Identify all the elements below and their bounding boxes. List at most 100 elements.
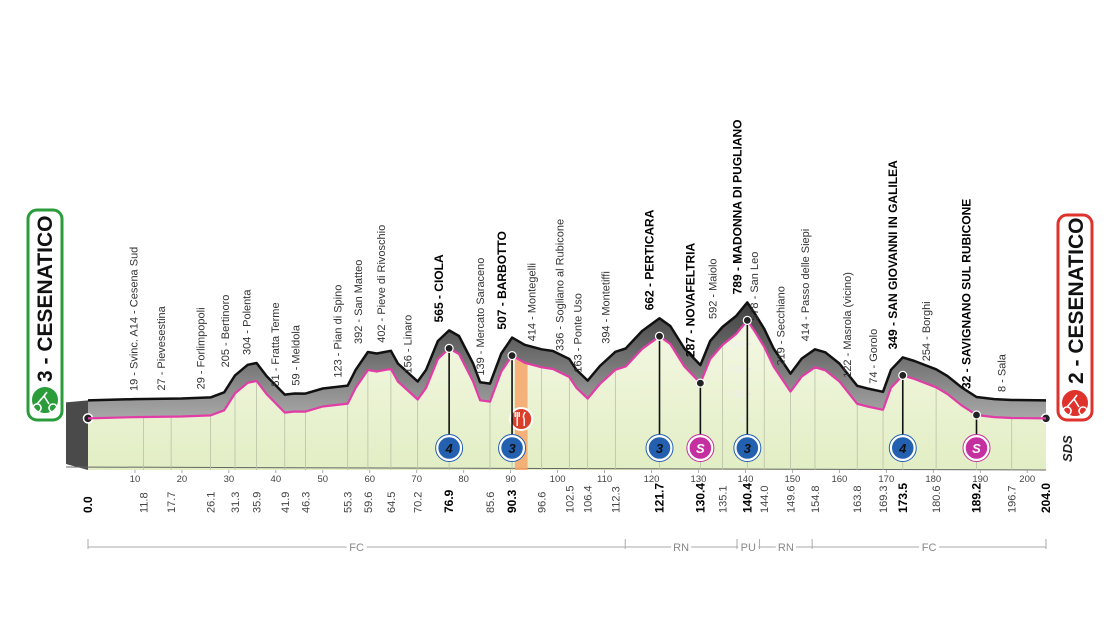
distance-label: 154.8 — [810, 485, 822, 513]
sprint-point — [971, 410, 982, 420]
waypoint-label: 662 - PERTICARA — [643, 209, 657, 310]
finish-distance-label: 204.0 — [1039, 483, 1053, 513]
waypoint-label: 304 - Polenta — [242, 289, 254, 355]
km-tick-label: 170 — [878, 474, 894, 485]
waypoint-label: 392 - San Matteo — [353, 260, 365, 344]
waypoint-label: 29 - Forlimpopoli — [196, 307, 208, 389]
km-tick-label: 180 — [925, 474, 941, 485]
waypoint-label: 156 - Linaro — [403, 315, 415, 374]
start-distance-label: 0.0 — [81, 496, 95, 513]
finish-icon — [1060, 388, 1090, 418]
distance-label: 46.3 — [300, 492, 312, 513]
climb-label: 3 — [744, 441, 752, 456]
road-label: RN — [778, 542, 794, 554]
sprint-label: S — [696, 441, 705, 456]
distance-label: 26.1 — [206, 492, 218, 513]
sprint-badge-ring — [962, 434, 991, 462]
waypoint-label: 789 - MADONNA DI PUGLIANO — [730, 119, 744, 294]
distance-label: 173.5 — [896, 483, 910, 513]
waypoint-label: 19 - Svinc. A14 - Cesena Sud — [128, 247, 140, 391]
km-tick-label: 120 — [644, 474, 660, 485]
profile-ridge — [87, 301, 1047, 402]
start-badge-frame — [26, 208, 64, 422]
km-tick-label: 40 — [271, 474, 282, 485]
profile-wall — [66, 400, 88, 470]
waypoint-label: 205 - Bertinoro — [220, 295, 232, 368]
waypoint-label: 123 - Pian di Spino — [333, 285, 345, 378]
waypoint-label: 336 - Sogliano al Rubicone — [554, 219, 566, 351]
waypoint-label: 592 - Maiolo — [707, 258, 719, 319]
waypoint-label: 349 - SAN GIOVANNI IN GALILEA — [886, 160, 900, 349]
waypoint-label: 8 - Sala — [997, 353, 1009, 392]
distance-label: 41.9 — [280, 492, 292, 513]
sprint-badge — [687, 434, 714, 462]
distance-label: 135.1 — [717, 485, 729, 513]
waypoint-label: 74 - Gorolo — [868, 329, 880, 384]
sprint-label: S — [972, 441, 981, 456]
distance-label: 112.3 — [610, 486, 622, 513]
finish-badge-frame — [1056, 213, 1094, 422]
road-label: FC — [922, 542, 937, 554]
waypoint-label: 32 - SAVIGNANO SUL RUBICONE — [960, 199, 974, 389]
distance-label: 11.8 — [138, 492, 150, 513]
km-tick-label: 110 — [597, 474, 612, 485]
distance-label: 96.6 — [537, 492, 549, 513]
waypoint-label: 139 - Mercato Saraceno — [475, 258, 487, 376]
altitude-tick-label: 200 — [730, 389, 744, 399]
distance-label: 140.4 — [740, 483, 754, 513]
climb-point — [898, 370, 908, 380]
distance-label: 180.6 — [931, 485, 943, 513]
distance-label: 102.5 — [564, 485, 576, 513]
finish-label: 2 - CESENATICO — [1065, 218, 1088, 384]
distance-label: 35.9 — [252, 492, 264, 513]
cyclist-icon — [1062, 394, 1088, 416]
waypoint-label: 219 - Secchiano — [776, 286, 788, 366]
start-badge: 3 - CESENATICO — [26, 208, 64, 422]
distance-label: 17.7 — [166, 492, 178, 513]
sprint-badge — [963, 434, 990, 462]
waypoint-label: 394 - Montetiffi — [600, 271, 612, 344]
distance-label: 163.8 — [852, 485, 864, 513]
climb-badge-ring — [645, 434, 674, 462]
distance-label: 70.2 — [413, 492, 425, 513]
climb-label: 4 — [898, 441, 907, 456]
road-label: PU — [741, 542, 756, 554]
climb-badge-ring — [435, 434, 464, 462]
waypoint-label: 507 - BARBOTTO — [495, 231, 509, 329]
distance-label: 106.4 — [583, 485, 595, 513]
distance-label: 59.6 — [363, 492, 375, 513]
climb-badge-ring — [888, 434, 917, 462]
climb-point — [444, 343, 454, 353]
climb-badge — [734, 434, 761, 462]
climb-badge-ring — [498, 434, 527, 462]
distance-label: 130.4 — [693, 483, 707, 513]
climb-badge-ring — [733, 434, 762, 462]
sprint-point — [695, 378, 705, 388]
feed-zone-cutlery — [514, 411, 526, 426]
distance-label: 31.3 — [230, 492, 242, 513]
km-tick-label: 160 — [831, 474, 847, 485]
distance-label: 85.6 — [485, 492, 497, 513]
sprint-badge-ring — [686, 434, 715, 462]
climb-point — [742, 315, 752, 325]
distance-label: 64.5 — [386, 492, 398, 513]
waypoint-label: 51 - Fratta Terme — [270, 302, 282, 386]
waypoint-label: 254 - Borghi — [921, 301, 933, 361]
waypoint-label: 414 - Passo delle Siepi — [800, 229, 812, 342]
km-tick-label: 10 — [130, 474, 141, 485]
feed-zone-icon — [509, 407, 534, 431]
km-tick-label: 140 — [738, 474, 754, 485]
distance-label: 169.3 — [878, 485, 890, 513]
top-layer: 19 - Svinc. A14 - Cesena Sud 11.8 27 - Pie… — [81, 119, 1053, 554]
climb-label: 3 — [656, 441, 664, 456]
climb-point — [654, 331, 665, 341]
waypoint-label: 27 - Pievesestina — [156, 305, 168, 390]
km-tick-label: 190 — [972, 474, 988, 485]
distance-label: 121.7 — [653, 483, 667, 513]
altitude-tick-label: 0 — [739, 414, 744, 424]
climb-point — [507, 351, 517, 361]
km-tick-label: 60 — [364, 474, 375, 485]
distance-label: 55.3 — [343, 492, 355, 513]
